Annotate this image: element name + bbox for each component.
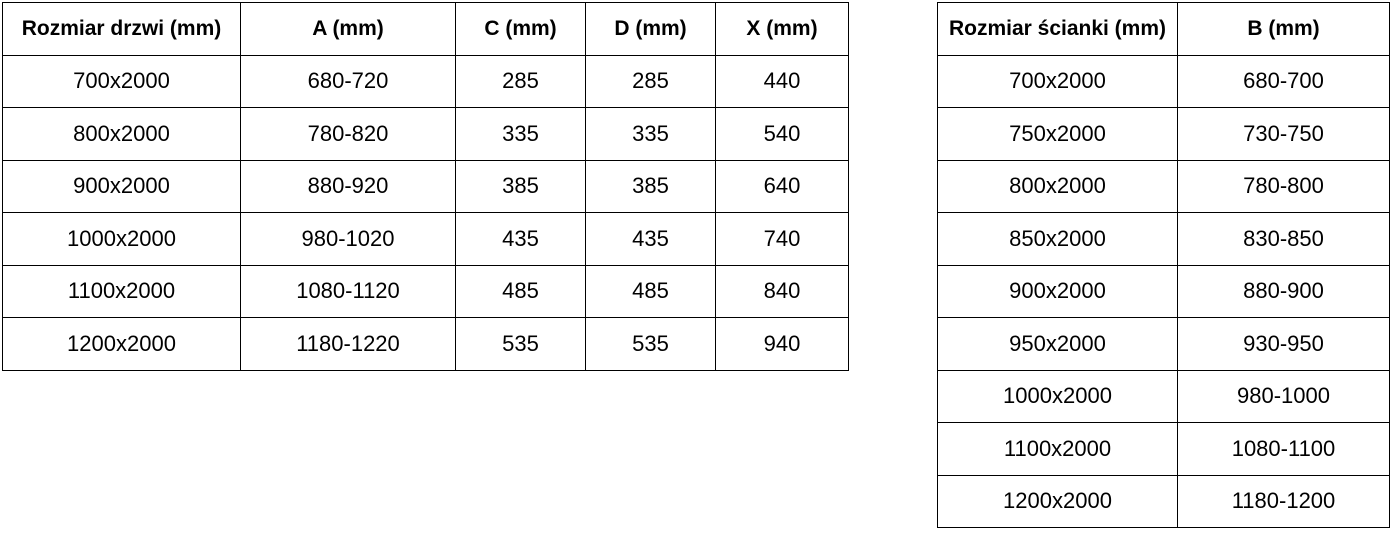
table-row: 1100x2000 1080-1120 485 485 840 xyxy=(2,264,849,318)
table-row: 800x2000 780-800 xyxy=(937,159,1390,213)
table-row: 1000x2000 980-1020 435 435 740 xyxy=(2,212,849,266)
table-row: 850x2000 830-850 xyxy=(937,212,1390,266)
table-cell: 780-800 xyxy=(1177,159,1390,213)
table-cell: 880-900 xyxy=(1177,264,1390,318)
column-header: D (mm) xyxy=(585,2,716,56)
table-header-row: Rozmiar drzwi (mm) A (mm) C (mm) D (mm) X (m… xyxy=(2,2,849,56)
column-header: A (mm) xyxy=(240,2,456,56)
table-cell: 1000x2000 xyxy=(2,212,241,266)
table-cell: 1080-1100 xyxy=(1177,422,1390,476)
table-cell: 840 xyxy=(715,264,849,318)
table-cell: 900x2000 xyxy=(2,159,241,213)
table-cell: 285 xyxy=(585,54,716,108)
table-cell: 1000x2000 xyxy=(937,369,1178,423)
table-row: 750x2000 730-750 xyxy=(937,107,1390,161)
column-header: Rozmiar drzwi (mm) xyxy=(2,2,241,56)
table-cell: 335 xyxy=(585,107,716,161)
table-cell: 435 xyxy=(585,212,716,266)
table-cell: 385 xyxy=(585,159,716,213)
table-cell: 435 xyxy=(455,212,586,266)
table-cell: 535 xyxy=(455,317,586,371)
wall-sizes-table-body: 700x2000 680-700 750x2000 730-750 800x2000 78… xyxy=(937,54,1390,528)
table-cell: 900x2000 xyxy=(937,264,1178,318)
table-cell: 700x2000 xyxy=(2,54,241,108)
table-cell: 440 xyxy=(715,54,849,108)
table-row: 1200x2000 1180-1220 535 535 940 xyxy=(2,317,849,371)
table-cell: 850x2000 xyxy=(937,212,1178,266)
table-row: 1000x2000 980-1000 xyxy=(937,369,1390,423)
table-row: 800x2000 780-820 335 335 540 xyxy=(2,107,849,161)
door-sizes-table-body: 700x2000 680-720 285 285 440 800x2000 780-820 3… xyxy=(2,54,849,371)
table-cell: 680-700 xyxy=(1177,54,1390,108)
table-cell: 285 xyxy=(455,54,586,108)
table-cell: 730-750 xyxy=(1177,107,1390,161)
table-row: 700x2000 680-700 xyxy=(937,54,1390,108)
table-cell: 780-820 xyxy=(240,107,456,161)
table-row: 900x2000 880-900 xyxy=(937,264,1390,318)
column-header: C (mm) xyxy=(455,2,586,56)
door-sizes-table: Rozmiar drzwi (mm) A (mm) C (mm) D (mm) X (m… xyxy=(2,2,849,371)
spec-tables-container: Rozmiar drzwi (mm) A (mm) C (mm) D (mm) X (m… xyxy=(2,2,1390,528)
wall-sizes-table: Rozmiar ścianki (mm) B (mm) 700x2000 680-7… xyxy=(937,2,1390,528)
table-cell: 1100x2000 xyxy=(2,264,241,318)
table-row: 700x2000 680-720 285 285 440 xyxy=(2,54,849,108)
table-cell: 980-1000 xyxy=(1177,369,1390,423)
table-cell: 485 xyxy=(455,264,586,318)
table-cell: 540 xyxy=(715,107,849,161)
table-cell: 335 xyxy=(455,107,586,161)
column-header: X (mm) xyxy=(715,2,849,56)
table-cell: 485 xyxy=(585,264,716,318)
table-cell: 830-850 xyxy=(1177,212,1390,266)
table-cell: 800x2000 xyxy=(2,107,241,161)
table-cell: 680-720 xyxy=(240,54,456,108)
table-cell: 640 xyxy=(715,159,849,213)
table-cell: 1080-1120 xyxy=(240,264,456,318)
table-row: 950x2000 930-950 xyxy=(937,317,1390,371)
table-cell: 740 xyxy=(715,212,849,266)
table-cell: 930-950 xyxy=(1177,317,1390,371)
table-cell: 1200x2000 xyxy=(2,317,241,371)
column-header: Rozmiar ścianki (mm) xyxy=(937,2,1178,56)
table-cell: 880-920 xyxy=(240,159,456,213)
table-cell: 535 xyxy=(585,317,716,371)
table-cell: 1180-1200 xyxy=(1177,474,1390,528)
table-row: 1200x2000 1180-1200 xyxy=(937,474,1390,528)
table-cell: 950x2000 xyxy=(937,317,1178,371)
table-cell: 700x2000 xyxy=(937,54,1178,108)
table-cell: 1180-1220 xyxy=(240,317,456,371)
table-cell: 980-1020 xyxy=(240,212,456,266)
table-header-row: Rozmiar ścianki (mm) B (mm) xyxy=(937,2,1390,56)
table-cell: 800x2000 xyxy=(937,159,1178,213)
table-cell: 940 xyxy=(715,317,849,371)
column-header: B (mm) xyxy=(1177,2,1390,56)
table-cell: 1200x2000 xyxy=(937,474,1178,528)
table-cell: 1100x2000 xyxy=(937,422,1178,476)
table-cell: 385 xyxy=(455,159,586,213)
table-cell: 750x2000 xyxy=(937,107,1178,161)
table-row: 900x2000 880-920 385 385 640 xyxy=(2,159,849,213)
table-row: 1100x2000 1080-1100 xyxy=(937,422,1390,476)
